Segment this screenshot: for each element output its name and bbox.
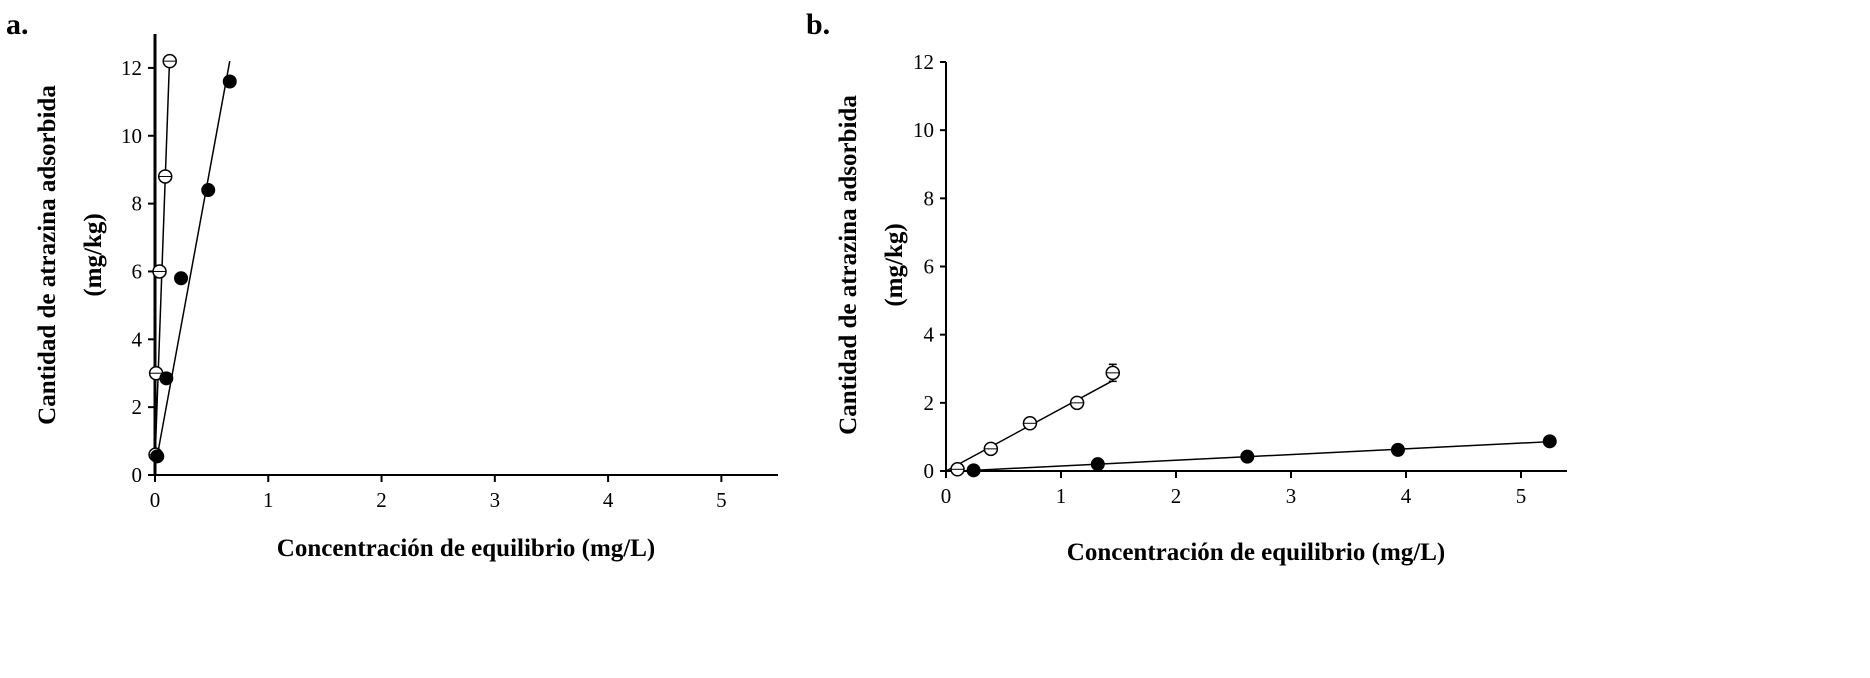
chart-a-xtick-label: 1: [263, 488, 274, 512]
chart-b-xtick-label: 3: [1286, 484, 1297, 508]
chart-b-xtick-label: 2: [1171, 484, 1182, 508]
chart-a-ytick-label: 0: [132, 463, 143, 487]
chart-a-filled-point: [159, 371, 174, 386]
chart-a-ytick-label: 10: [121, 124, 142, 148]
chart-b-ytick-label: 8: [924, 186, 935, 210]
chart-a-ylabel-line2: (mg/kg): [80, 213, 107, 296]
chart-b-ytick-label: 6: [924, 255, 935, 279]
chart-a-ytick-label: 6: [132, 259, 143, 283]
chart-a-filled-point: [174, 271, 189, 286]
chart-a-xtick-label: 3: [490, 488, 501, 512]
chart-b-xtick-label: 4: [1401, 484, 1412, 508]
chart-b-ytick-label: 12: [913, 50, 934, 74]
chart-a-ylabel: Cantidad de atrazina adsorbida (mg/kg): [34, 85, 107, 425]
chart-b-filled-point: [1542, 434, 1557, 449]
chart-a-xtick-label: 5: [716, 488, 727, 512]
chart-b-xtick-label: 1: [1056, 484, 1067, 508]
chart-b-ytick-label: 0: [924, 459, 935, 483]
chart-b-ytick-label: 10: [913, 118, 934, 142]
chart-a-ytick-label: 8: [132, 192, 143, 216]
panel-label-b: b.: [806, 8, 830, 41]
chart-a-xlabel: Concentración de equilibrio (mg/L): [277, 535, 655, 562]
chart-b-filled-point: [1240, 449, 1255, 464]
chart-b-ytick-label: 2: [924, 391, 935, 415]
chart-a-xtick-label: 4: [603, 488, 614, 512]
chart-a: a. Cantidad de atrazina adsorbida (mg/kg…: [6, 8, 778, 562]
chart-a-filled-fit-line: [154, 61, 231, 469]
chart-a-filled-point: [222, 74, 237, 89]
chart-b-ylabel-line1: Cantidad de atrazina adsorbida: [835, 95, 862, 435]
chart-b-filled-fit-line: [973, 440, 1550, 472]
chart-a-xtick-label: 2: [376, 488, 387, 512]
chart-b-ylabel-line2: (mg/kg): [881, 223, 908, 306]
chart-b-filled-point: [966, 463, 981, 478]
chart-a-filled-point: [150, 449, 165, 464]
chart-b-filled-point: [1390, 442, 1405, 457]
chart-a-filled-point: [201, 183, 216, 198]
chart-b-ylabel: Cantidad de atrazina adsorbida (mg/kg): [835, 95, 908, 435]
chart-b-xtick-label: 5: [1516, 484, 1527, 508]
chart-b-xlabel: Concentración de equilibrio (mg/L): [1067, 539, 1445, 566]
chart-a-ytick-label: 4: [132, 327, 143, 351]
chart-a-open-fit-line: [154, 54, 171, 462]
chart-b: b. Cantidad de atrazina adsorbida (mg/kg…: [806, 8, 1567, 566]
chart-a-ytick-label: 12: [121, 56, 142, 80]
chart-b-filled-point: [1090, 457, 1105, 472]
chart-b-ytick-label: 4: [924, 323, 935, 347]
panel-label-a: a.: [6, 8, 29, 41]
chart-a-ylabel-line1: Cantidad de atrazina adsorbida: [34, 85, 61, 425]
chart-a-xtick-label: 0: [150, 488, 161, 512]
chart-b-xtick-label: 0: [941, 484, 952, 508]
chart-a-ytick-label: 2: [132, 395, 143, 419]
